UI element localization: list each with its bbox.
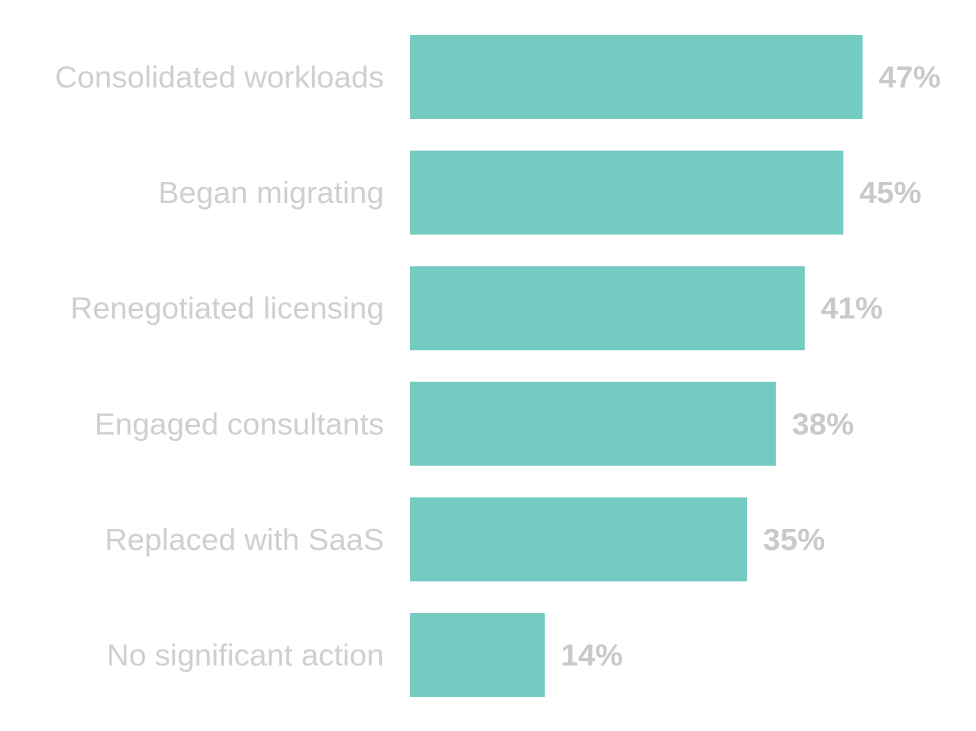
category-label-2: Renegotiated licensing xyxy=(70,291,384,326)
value-label-3: 38% xyxy=(792,406,854,441)
value-label-5: 14% xyxy=(561,638,623,673)
category-labels-group: Consolidated workloads Began migrating Ren… xyxy=(55,60,384,673)
value-label-2: 41% xyxy=(821,291,883,326)
bar-4 xyxy=(410,497,748,582)
bar-5 xyxy=(410,613,545,697)
value-label-4: 35% xyxy=(763,522,825,557)
bars-group xyxy=(410,35,863,697)
category-label-1: Began migrating xyxy=(158,175,384,210)
value-label-0: 47% xyxy=(879,60,941,95)
category-label-4: Replaced with SaaS xyxy=(105,522,384,557)
category-label-3: Engaged consultants xyxy=(94,406,384,441)
bar-1 xyxy=(410,150,844,235)
bar-3 xyxy=(410,381,776,466)
category-label-5: No significant action xyxy=(107,638,384,673)
value-label-1: 45% xyxy=(859,175,921,210)
bar-0 xyxy=(410,35,863,119)
category-label-0: Consolidated workloads xyxy=(55,60,384,95)
value-labels-group: 47% 45% 41% 38% 35% 14% xyxy=(561,60,941,673)
bar-2 xyxy=(410,266,805,351)
